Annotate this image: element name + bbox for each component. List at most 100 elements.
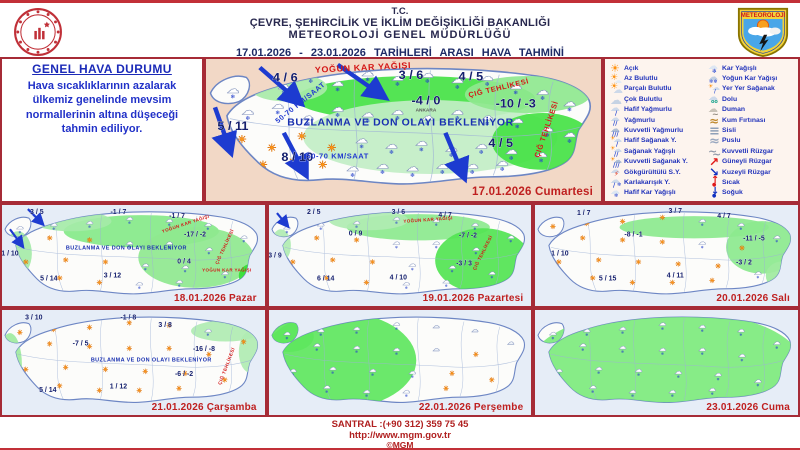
svg-text:5 / 14: 5 / 14 <box>39 386 56 394</box>
svg-text:5 / 11: 5 / 11 <box>217 119 248 133</box>
svg-text:☁: ☁ <box>488 268 496 277</box>
svg-text:❄: ❄ <box>207 251 210 255</box>
legend-item-label: Yer Yer Sağanak <box>722 85 775 93</box>
svg-text:❄: ❄ <box>355 225 358 229</box>
svg-text:❄: ❄ <box>168 245 171 249</box>
svg-text:☁: ☁ <box>385 137 398 152</box>
legend-item-label: Hafif Yağmurlu <box>624 106 672 114</box>
svg-text:☁: ☁ <box>376 157 389 172</box>
svg-text:4 / 5: 4 / 5 <box>488 136 513 150</box>
legend-item: ↘ Kuzeyli Rüzgar <box>708 166 797 178</box>
svg-text:☁: ☁ <box>472 243 480 252</box>
svg-text:☀: ☀ <box>670 279 676 287</box>
svg-text:❄: ❄ <box>359 144 364 151</box>
svg-text:☁: ☁ <box>361 106 374 121</box>
svg-text:5 / 14: 5 / 14 <box>40 276 57 283</box>
svg-text:☁: ☁ <box>86 217 94 226</box>
svg-text:❄: ❄ <box>701 352 704 356</box>
svg-text:❄: ❄ <box>444 284 447 288</box>
svg-text:☀: ☀ <box>369 259 375 267</box>
svg-text:☁: ☁ <box>579 340 587 349</box>
legend-item-label: Hafif Kar Yağışlı <box>624 189 676 197</box>
svg-text:☁: ☁ <box>313 340 321 349</box>
svg-text:☁: ☁ <box>328 363 336 372</box>
svg-text:1 / 10: 1 / 10 <box>552 250 569 257</box>
svg-text:❄: ❄ <box>365 118 370 125</box>
svg-text:☁: ☁ <box>507 231 515 240</box>
hail-icon: ☁ oo <box>708 92 718 106</box>
svg-text:❄: ❄ <box>138 286 141 290</box>
svg-text:☁: ☁ <box>595 363 603 372</box>
svg-text:☁: ☁ <box>181 262 189 271</box>
legend-item-label: Hafif Sağanak Y. <box>624 137 677 145</box>
svg-text:☀: ☀ <box>676 261 682 269</box>
svg-text:☁: ☁ <box>659 344 667 353</box>
svg-text:☀: ☀ <box>182 369 188 378</box>
svg-text:❄: ❄ <box>500 166 505 173</box>
svg-text:☁: ☁ <box>301 108 314 123</box>
svg-text:☁: ☁ <box>432 321 440 330</box>
map-date-label: 23.01.2026 Cuma <box>706 402 791 413</box>
svg-text:-10 / -3: -10 / -3 <box>496 97 536 111</box>
legend-item: ☁ / Hafif Yağmurlu <box>610 102 708 117</box>
svg-text:❄: ❄ <box>308 78 313 85</box>
legend-item: ↗ Güneyli Rüzgar <box>708 156 797 168</box>
header-tc: T.C. <box>391 6 409 17</box>
svg-text:☀: ☀ <box>488 375 494 384</box>
svg-text:☀: ☀ <box>323 275 329 283</box>
svg-text:❄: ❄ <box>661 352 664 356</box>
svg-text:4 / 7: 4 / 7 <box>438 212 452 219</box>
svg-text:YOĞUN KAR YAĞIŞI: YOĞUN KAR YAĞIŞI <box>403 213 453 224</box>
svg-text:☁: ☁ <box>471 325 479 334</box>
svg-text:❄: ❄ <box>395 115 400 122</box>
legend-item: ☁ Çok Bulutlu <box>610 94 708 106</box>
scattered-shower-icon: ☀ ☁ / <box>708 82 720 95</box>
legend-item-label: Gökgürültülü S.Y. <box>624 168 681 176</box>
svg-text:❄: ❄ <box>661 327 664 331</box>
rain-light-icon: ☁ / <box>610 102 620 117</box>
svg-text:☁: ☁ <box>346 159 359 174</box>
svg-text:-6 / -2: -6 / -2 <box>175 370 193 378</box>
svg-text:-8 / -1: -8 / -1 <box>625 231 643 238</box>
svg-text:☀: ☀ <box>709 277 715 285</box>
svg-text:☁: ☁ <box>391 103 404 118</box>
svg-text:☀: ☀ <box>329 257 335 265</box>
svg-text:☀: ☀ <box>237 133 247 146</box>
svg-text:❄: ❄ <box>515 124 520 131</box>
svg-text:❄: ❄ <box>285 336 288 340</box>
legend-item-label: Sisli <box>722 127 736 135</box>
svg-text:❄: ❄ <box>371 373 374 377</box>
svg-text:☁: ☁ <box>509 77 522 92</box>
legend-item-label: Sıcak <box>722 178 740 186</box>
svg-text:❄: ❄ <box>757 276 760 280</box>
svg-text:☀: ☀ <box>166 321 172 330</box>
svg-text:☁: ☁ <box>352 217 360 226</box>
svg-text:❄: ❄ <box>440 169 445 176</box>
turkey-weather-map: ☁❄☁❄☁❄☁❄☁❄☁❄☁❄☀☀☁❄☁❄☁❄☀☀☀☁❄☁❄☁❄☀☀☁❄☁❄☀2 … <box>268 205 532 306</box>
svg-text:❄: ❄ <box>485 121 490 128</box>
legend-item: ☁ ❄ Kar Yağışlı <box>708 62 797 75</box>
svg-text:☁: ☁ <box>141 260 149 269</box>
svg-text:-3 / 3: -3 / 3 <box>456 261 472 268</box>
svg-text:❄: ❄ <box>479 149 484 156</box>
sleet-icon: ☁ / ❄ <box>610 175 622 190</box>
svg-text:☀: ☀ <box>258 159 268 172</box>
svg-text:❄: ❄ <box>206 333 209 337</box>
svg-text:☁: ☁ <box>355 131 368 146</box>
svg-text:❄: ❄ <box>355 331 358 335</box>
svg-text:☁: ☁ <box>317 219 325 228</box>
svg-text:-7 / -2: -7 / -2 <box>459 232 477 239</box>
svg-text:☁: ☁ <box>507 337 515 346</box>
svg-text:☀: ☀ <box>660 214 666 222</box>
turkey-weather-map: ☁❄☁❄☁❄☁❄☁❄☁❄☁❄☁❄☁❄☁❄☁❄☁❄☁❄☁❄☁❄☁❄☁❄☁❄☁❄☁❄… <box>206 59 601 201</box>
svg-text:☀: ☀ <box>57 275 63 283</box>
svg-text:☁: ☁ <box>496 154 509 169</box>
legend-item-label: Kuzeyli Rüzgar <box>722 168 771 176</box>
svg-text:❄: ❄ <box>315 348 318 352</box>
svg-text:1 / 7: 1 / 7 <box>577 210 591 217</box>
svg-text:☁: ☁ <box>511 111 524 126</box>
svg-text:❄: ❄ <box>184 270 187 274</box>
svg-text:❄: ❄ <box>404 394 407 398</box>
svg-text:☁: ☁ <box>619 342 627 351</box>
legend-item-label: Kuvvetli Yağmurlu <box>624 127 684 135</box>
